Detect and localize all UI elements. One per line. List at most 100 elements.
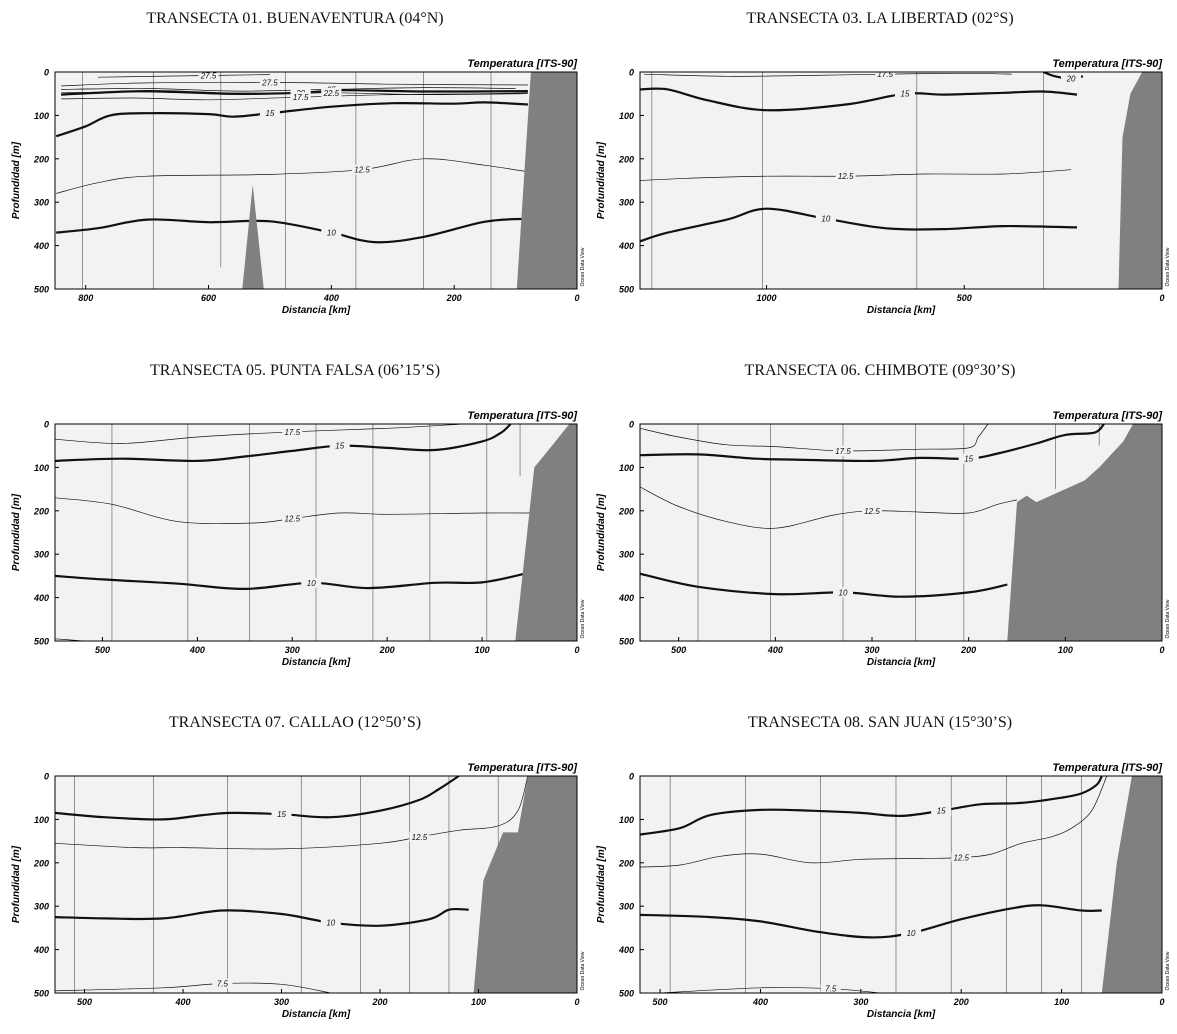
contour-label: 17.5: [293, 93, 309, 102]
contour-label-bg: [951, 852, 972, 863]
x-tick-label: 0: [1159, 645, 1164, 655]
panel-4: TRANSECTA 06. CHIMBOTE (09°30’S) 17.5 15 1…: [585, 352, 1175, 682]
contour-label-bg: [282, 426, 303, 437]
panel-6: TRANSECTA 08. SAN JUAN (15°30’S) 15 12.5 1…: [585, 704, 1175, 1034]
contour-label-bg: [815, 213, 836, 224]
x-tick-label: 500: [653, 997, 668, 1007]
contour-label-bg: [1061, 73, 1082, 84]
y-tick-label: 200: [618, 858, 634, 868]
y-tick-label: 300: [34, 198, 49, 208]
watermark-label: Ocean Data View: [1165, 951, 1171, 990]
panel-1: TRANSECTA 01. BUENAVENTURA (04°N) 27.5 27…: [0, 0, 590, 330]
y-tick-label: 300: [619, 198, 634, 208]
contour-line: [640, 87, 1078, 112]
y-tick-label: 300: [619, 550, 634, 560]
panel-title: TRANSECTA 03. LA LIBERTAD (02°S): [746, 10, 1014, 27]
x-tick-label: 0: [574, 645, 579, 655]
contour-label-bg: [290, 92, 311, 103]
contour-label-bg: [875, 72, 896, 80]
y-tick-label: 0: [44, 420, 49, 430]
x-tick-label: 300: [285, 645, 300, 655]
x-tick-label: 300: [853, 997, 868, 1007]
contour-label: 15: [937, 807, 946, 816]
land-mass: [242, 184, 264, 289]
land-mass: [1101, 776, 1162, 993]
contour-label: 10: [327, 229, 336, 238]
watermark-label: Ocean Data View: [580, 599, 586, 638]
y-tick-label: 500: [619, 989, 634, 999]
contour-label: 10: [326, 919, 335, 928]
contour-line: [55, 424, 464, 444]
contour-line: [61, 87, 516, 92]
contour-label: 15: [265, 109, 274, 118]
chart-subtitle: Temperatura [ITS-90]: [467, 58, 577, 70]
plot-frame: [639, 423, 1163, 642]
contour-label-bg: [862, 505, 882, 516]
x-axis-label: Distancia [km]: [867, 305, 936, 316]
panel-2: TRANSECTA 03. LA LIBERTAD (02°S) 17.5 20 1…: [585, 0, 1175, 330]
x-tick-label: 100: [1058, 645, 1073, 655]
plot-content: 15 12.5 10 7.5: [640, 776, 1162, 994]
y-tick-label: 0: [629, 772, 634, 782]
x-axis-label: Distancia [km]: [867, 657, 936, 668]
y-tick-label: 500: [34, 637, 49, 647]
panel-title: TRANSECTA 01. BUENAVENTURA (04°N): [146, 10, 444, 27]
contour-label: 12.5: [412, 833, 428, 842]
contour-label: 12.5: [838, 172, 854, 181]
y-tick-label: 400: [33, 241, 49, 251]
plot-frame: [639, 775, 1163, 994]
contour-line: [640, 776, 1108, 868]
contour-label-bg: [833, 587, 853, 598]
y-tick-label: 100: [34, 815, 49, 825]
y-tick-label: 0: [44, 772, 49, 782]
x-tick-label: 400: [189, 645, 205, 655]
chart-1: 27.527.52522.52017.51512.510Temperatura …: [11, 58, 586, 316]
contour-label-bg: [321, 87, 342, 98]
contour-label-bg: [198, 72, 219, 81]
contour-line: [56, 217, 528, 244]
contour-label: 20: [1066, 75, 1076, 84]
x-tick-label: 200: [372, 997, 388, 1007]
contour-label-bg: [271, 809, 292, 820]
chart-6: 15 12.5 10 7.5 Temperatura [ITS-90] 0 100 200 30…: [596, 762, 1171, 1020]
x-tick-label: 100: [1054, 997, 1069, 1007]
contour-line: [643, 72, 1012, 77]
contour-label-bg: [409, 831, 430, 842]
contour-label: 12.5: [864, 507, 880, 516]
land-mass: [1118, 72, 1162, 289]
x-tick-label: 600: [201, 293, 216, 303]
contour-label: 12.5: [354, 166, 370, 175]
y-tick-label: 0: [629, 420, 634, 430]
y-tick-label: 500: [619, 285, 634, 295]
x-tick-label: 0: [574, 997, 579, 1007]
y-tick-label: 400: [33, 593, 49, 603]
y-tick-label: 100: [619, 463, 634, 473]
y-axis-label: Profundidad [m]: [596, 141, 607, 219]
y-axis-label: Profundidad [m]: [596, 845, 607, 923]
contour-label: 15: [277, 810, 286, 819]
contour-label-bg: [320, 917, 341, 928]
y-tick-label: 200: [33, 858, 49, 868]
contour-label-bg: [321, 227, 342, 238]
contour-line: [640, 776, 1103, 836]
contour-label-bg: [352, 164, 373, 175]
chart-subtitle: Temperatura [ITS-90]: [1052, 58, 1162, 70]
contour-label: 17.5: [835, 447, 851, 456]
x-tick-label: 200: [960, 645, 976, 655]
contour-label: 27.5: [261, 78, 278, 87]
y-tick-label: 300: [34, 550, 49, 560]
panel-title: TRANSECTA 05. PUNTA FALSA (06’15’S): [149, 362, 441, 379]
land-mass: [473, 776, 577, 993]
y-tick-label: 500: [34, 285, 49, 295]
y-tick-label: 200: [618, 506, 634, 516]
contour-label: 17.5: [877, 70, 893, 79]
contour-line: [55, 101, 528, 138]
plot-content: 17.5 15 12.5 10: [55, 424, 577, 641]
contour-label: 7.5: [825, 985, 837, 994]
x-tick-label: 200: [379, 645, 395, 655]
x-tick-label: 500: [95, 645, 110, 655]
land-mass: [516, 72, 577, 289]
y-tick-label: 0: [44, 68, 49, 78]
contour-label: 15: [335, 442, 344, 451]
x-tick-label: 100: [471, 997, 486, 1007]
